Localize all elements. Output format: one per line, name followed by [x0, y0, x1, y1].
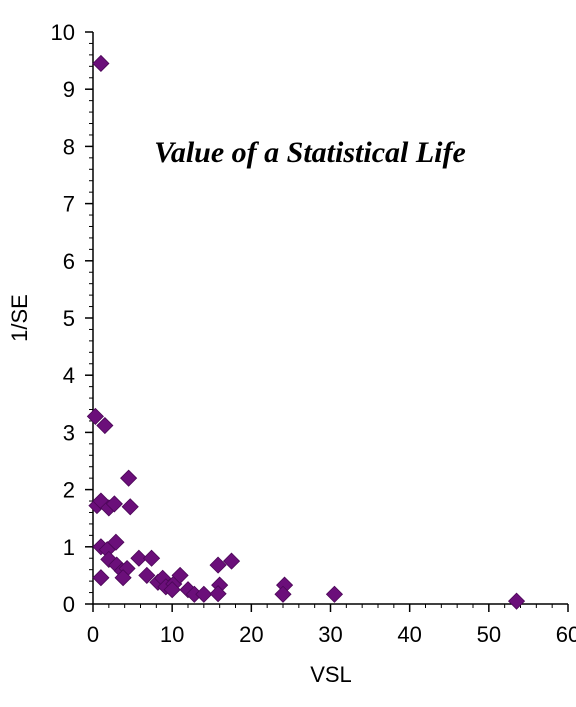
x-axis-ticks: 0 10 20 30 40 50 60: [87, 604, 576, 647]
x-tick-label: 50: [477, 622, 501, 647]
data-point-diamond: [96, 416, 114, 435]
y-tick-label: 9: [63, 77, 75, 102]
y-axis-ticks: 0 1 2 3 4 5 6 7 8 9 10: [51, 20, 93, 617]
data-point-diamond: [222, 552, 241, 570]
x-tick-label: 40: [397, 622, 421, 647]
data-point-diamond: [143, 549, 161, 567]
y-tick-label: 10: [51, 20, 75, 45]
data-point-diamond: [138, 566, 156, 584]
y-tick-label: 3: [63, 420, 75, 445]
data-point-diamond: [105, 495, 123, 513]
data-points: [86, 54, 526, 610]
x-tick-label: 30: [318, 622, 342, 647]
y-tick-label: 7: [63, 192, 75, 217]
data-point-diamond: [209, 585, 227, 603]
data-point-diamond: [209, 556, 227, 574]
x-tick-label: 20: [239, 622, 263, 647]
data-point-diamond: [92, 54, 110, 73]
x-tick-label: 60: [556, 622, 576, 647]
data-point-diamond: [92, 569, 110, 587]
data-point-diamond: [171, 566, 189, 584]
y-tick-label: 1: [63, 535, 75, 560]
y-tick-label: 8: [63, 134, 75, 159]
data-point-diamond: [274, 585, 292, 603]
data-point-diamond: [107, 533, 125, 551]
data-point-diamond: [114, 569, 132, 587]
data-point-diamond: [120, 469, 138, 487]
chart-title: Value of a Statistical Life: [154, 136, 466, 169]
y-tick-label: 2: [63, 478, 75, 503]
data-point-diamond: [92, 492, 110, 510]
y-tick-label: 6: [63, 249, 75, 274]
data-point-diamond: [130, 549, 148, 567]
y-tick-label: 5: [63, 306, 75, 331]
data-point-diamond: [507, 592, 526, 610]
y-tick-label: 4: [63, 363, 75, 388]
y-tick-label: 0: [63, 592, 75, 617]
data-point-diamond: [195, 585, 213, 603]
data-point-diamond: [121, 498, 139, 516]
x-axis-title: VSL: [310, 662, 352, 687]
x-tick-label: 0: [87, 622, 99, 647]
data-point-diamond: [325, 585, 344, 603]
data-point-diamond: [163, 581, 181, 599]
y-axis-title: 1/SE: [7, 294, 32, 342]
x-tick-label: 10: [160, 622, 184, 647]
data-point-diamond: [86, 407, 104, 425]
